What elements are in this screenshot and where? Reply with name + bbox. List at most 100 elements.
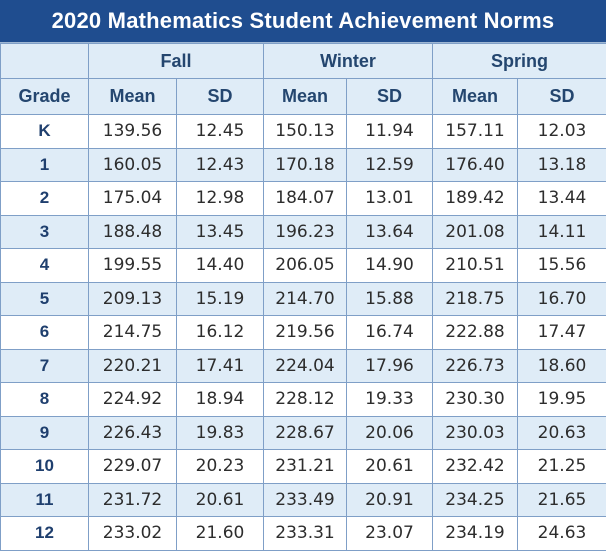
spring-sd-cell: 15.56	[517, 248, 606, 283]
fall-mean-cell: 139.56	[88, 114, 177, 149]
spring-sd-cell: 21.65	[517, 482, 606, 517]
spring-sd-cell: 20.63	[517, 415, 606, 450]
fall-mean-cell: 226.43	[88, 415, 177, 450]
winter-sd-cell: 11.94	[346, 114, 434, 149]
spring-mean-cell: 234.25	[432, 482, 519, 517]
winter-mean-cell: 228.67	[263, 415, 348, 450]
table-title: 2020 Mathematics Student Achievement Nor…	[0, 0, 606, 43]
fall-sd-cell: 12.43	[175, 147, 265, 182]
grade-cell: 2	[0, 181, 89, 216]
table-row: 1 160.05 12.43 170.18 12.59 176.40 13.18	[0, 147, 606, 182]
season-header-spring: Spring	[432, 43, 606, 79]
fall-sd-cell: 15.19	[175, 281, 265, 316]
spring-mean-column-header: Mean	[432, 78, 519, 115]
winter-sd-cell: 13.01	[346, 181, 434, 216]
spring-mean-cell: 226.73	[432, 348, 519, 383]
winter-mean-cell: 233.31	[263, 516, 348, 551]
fall-sd-cell: 20.61	[175, 482, 265, 517]
season-header-fall: Fall	[87, 43, 265, 79]
winter-mean-cell: 196.23	[263, 214, 348, 249]
winter-sd-cell: 12.59	[346, 147, 434, 182]
table-row: 5 209.13 15.19 214.70 15.88 218.75 16.70	[0, 281, 606, 316]
fall-sd-column-header: SD	[175, 78, 265, 115]
grade-cell: 12	[0, 516, 89, 551]
fall-sd-cell: 12.98	[175, 181, 265, 216]
grade-column-header: Grade	[0, 78, 89, 115]
table-row: 4 199.55 14.40 206.05 14.90 210.51 15.56	[0, 248, 606, 283]
winter-sd-cell: 17.96	[346, 348, 434, 383]
fall-mean-cell: 188.48	[88, 214, 177, 249]
fall-mean-cell: 160.05	[88, 147, 177, 182]
winter-mean-column-header: Mean	[263, 78, 348, 115]
winter-sd-cell: 14.90	[346, 248, 434, 283]
table-row: 3 188.48 13.45 196.23 13.64 201.08 14.11	[0, 214, 606, 249]
fall-mean-cell: 224.92	[88, 382, 177, 417]
winter-sd-column-header: SD	[346, 78, 434, 115]
grade-cell: 9	[0, 415, 89, 450]
table-row: 6 214.75 16.12 219.56 16.74 222.88 17.47	[0, 315, 606, 350]
spring-mean-cell: 176.40	[432, 147, 519, 182]
winter-sd-cell: 13.64	[346, 214, 434, 249]
spring-sd-cell: 18.60	[517, 348, 606, 383]
spring-sd-cell: 17.47	[517, 315, 606, 350]
spring-sd-cell: 16.70	[517, 281, 606, 316]
winter-sd-cell: 23.07	[346, 516, 434, 551]
table-row: 8 224.92 18.94 228.12 19.33 230.30 19.95	[0, 382, 606, 417]
winter-sd-cell: 20.91	[346, 482, 434, 517]
spring-sd-cell: 24.63	[517, 516, 606, 551]
winter-sd-cell: 15.88	[346, 281, 434, 316]
fall-sd-cell: 21.60	[175, 516, 265, 551]
winter-sd-cell: 19.33	[346, 382, 434, 417]
winter-sd-cell: 20.06	[346, 415, 434, 450]
fall-mean-cell: 229.07	[88, 449, 177, 484]
spring-mean-cell: 230.03	[432, 415, 519, 450]
spring-mean-cell: 201.08	[432, 214, 519, 249]
fall-mean-cell: 199.55	[88, 248, 177, 283]
spring-mean-cell: 157.11	[432, 114, 519, 149]
fall-mean-cell: 231.72	[88, 482, 177, 517]
table-row: 12 233.02 21.60 233.31 23.07 234.19 24.6…	[0, 516, 606, 551]
grade-cell: 8	[0, 382, 89, 417]
blank-header-cell	[0, 43, 89, 79]
spring-mean-cell: 222.88	[432, 315, 519, 350]
season-header-winter: Winter	[263, 43, 434, 79]
grade-cell: 4	[0, 248, 89, 283]
spring-mean-cell: 189.42	[432, 181, 519, 216]
spring-mean-cell: 230.30	[432, 382, 519, 417]
winter-mean-cell: 233.49	[263, 482, 348, 517]
fall-sd-cell: 14.40	[175, 248, 265, 283]
spring-sd-column-header: SD	[517, 78, 606, 115]
winter-sd-cell: 20.61	[346, 449, 434, 484]
table-row: K 139.56 12.45 150.13 11.94 157.11 12.03	[0, 114, 606, 149]
winter-mean-cell: 184.07	[263, 181, 348, 216]
winter-mean-cell: 206.05	[263, 248, 348, 283]
table-row: 7 220.21 17.41 224.04 17.96 226.73 18.60	[0, 348, 606, 383]
spring-sd-cell: 12.03	[517, 114, 606, 149]
fall-sd-cell: 16.12	[175, 315, 265, 350]
fall-sd-cell: 18.94	[175, 382, 265, 417]
winter-mean-cell: 170.18	[263, 147, 348, 182]
spring-sd-cell: 14.11	[517, 214, 606, 249]
spring-mean-cell: 218.75	[432, 281, 519, 316]
season-header-row: Fall Winter Spring	[0, 43, 606, 79]
grade-cell: 1	[0, 147, 89, 182]
winter-mean-cell: 231.21	[263, 449, 348, 484]
fall-sd-cell: 13.45	[175, 214, 265, 249]
fall-sd-cell: 19.83	[175, 415, 265, 450]
norms-table: Fall Winter Spring Grade Mean SD Mean SD…	[0, 43, 606, 551]
table-row: 9 226.43 19.83 228.67 20.06 230.03 20.63	[0, 415, 606, 450]
fall-mean-cell: 214.75	[88, 315, 177, 350]
grade-cell: 11	[0, 482, 89, 517]
grade-cell: K	[0, 114, 89, 149]
grade-cell: 7	[0, 348, 89, 383]
spring-sd-cell: 13.44	[517, 181, 606, 216]
fall-mean-column-header: Mean	[88, 78, 177, 115]
fall-sd-cell: 12.45	[175, 114, 265, 149]
fall-mean-cell: 175.04	[88, 181, 177, 216]
winter-sd-cell: 16.74	[346, 315, 434, 350]
fall-mean-cell: 209.13	[88, 281, 177, 316]
spring-mean-cell: 234.19	[432, 516, 519, 551]
spring-mean-cell: 210.51	[432, 248, 519, 283]
table-row: 11 231.72 20.61 233.49 20.91 234.25 21.6…	[0, 482, 606, 517]
